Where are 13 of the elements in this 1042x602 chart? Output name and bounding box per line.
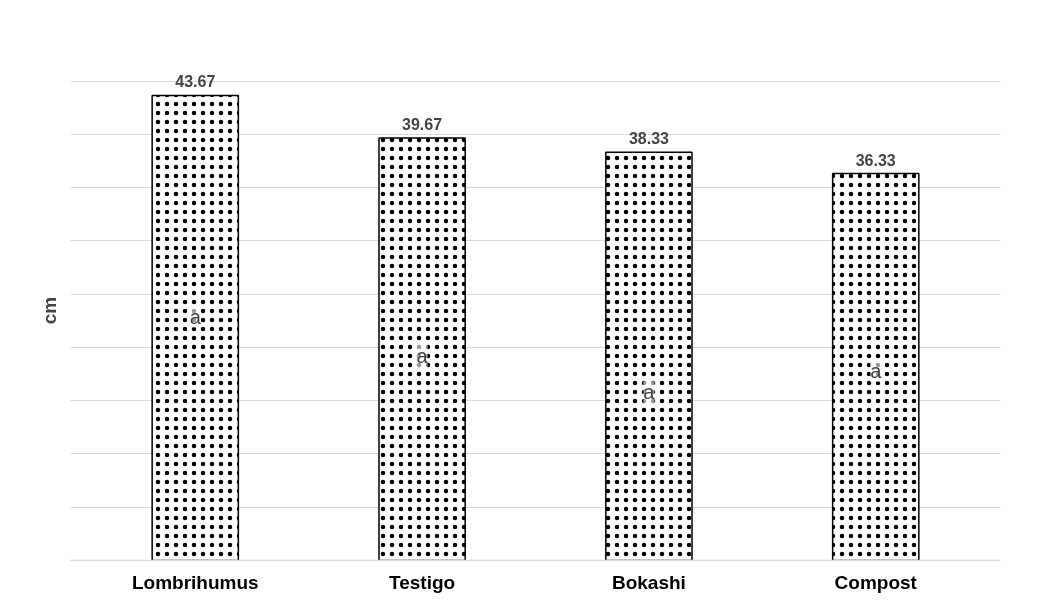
annotation: a [189,305,202,328]
data-label: 39.67 [402,115,443,133]
x-tick-label: Bokashi [611,571,686,593]
data-label: 36.33 [855,151,896,169]
x-tick-label: Lombrihumus [131,571,259,593]
annotation: a [870,359,883,382]
data-label: 38.33 [628,130,670,148]
annotation: a [416,345,429,368]
x-tick-label: Compost [834,571,918,593]
data-label: 43.67 [175,73,216,91]
annotation: a [643,381,656,404]
y-axis-title: cm [38,296,60,325]
x-tick-label: Testigo [389,571,456,593]
